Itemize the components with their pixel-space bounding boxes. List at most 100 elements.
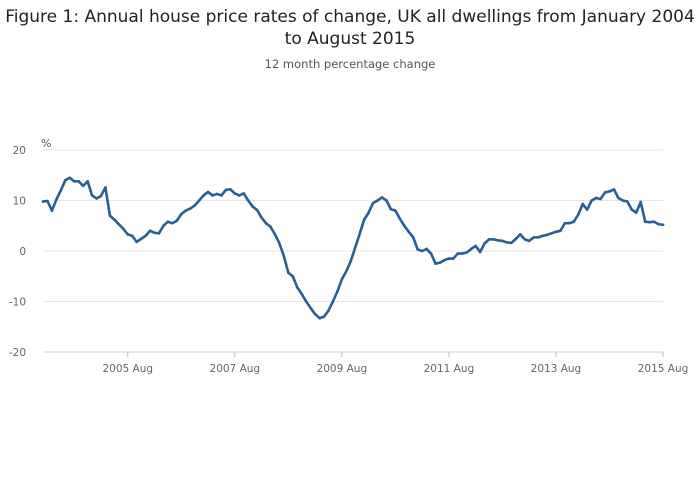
data-point[interactable]	[510, 241, 513, 245]
data-point[interactable]	[367, 211, 370, 214]
data-point[interactable]	[64, 179, 67, 182]
data-point[interactable]	[523, 238, 527, 241]
data-point[interactable]	[229, 188, 232, 191]
data-point[interactable]	[496, 239, 500, 242]
data-point[interactable]	[46, 199, 49, 203]
data-point[interactable]	[202, 194, 205, 197]
data-point[interactable]	[501, 239, 504, 243]
data-point[interactable]	[260, 216, 263, 219]
data-point[interactable]	[55, 198, 58, 201]
data-point[interactable]	[273, 233, 277, 236]
data-point[interactable]	[411, 236, 415, 239]
data-point[interactable]	[255, 208, 259, 212]
data-point[interactable]	[233, 192, 237, 195]
data-point[interactable]	[318, 316, 321, 320]
data-point[interactable]	[402, 224, 406, 228]
data-point[interactable]	[447, 257, 451, 260]
data-point[interactable]	[139, 237, 143, 241]
data-point[interactable]	[309, 306, 312, 310]
data-point[interactable]	[237, 194, 241, 197]
data-point[interactable]	[420, 249, 424, 253]
data-point[interactable]	[634, 211, 638, 214]
data-point[interactable]	[144, 234, 147, 238]
data-point[interactable]	[126, 233, 130, 236]
data-point[interactable]	[429, 252, 433, 255]
data-point[interactable]	[398, 217, 402, 220]
data-point[interactable]	[188, 207, 192, 210]
data-point[interactable]	[135, 240, 138, 244]
data-point[interactable]	[568, 221, 571, 225]
data-point[interactable]	[108, 214, 112, 217]
data-point[interactable]	[291, 274, 295, 278]
data-point[interactable]	[99, 194, 103, 198]
data-point[interactable]	[153, 231, 156, 235]
data-point[interactable]	[572, 220, 576, 224]
data-point[interactable]	[652, 220, 656, 224]
data-point[interactable]	[599, 197, 602, 201]
data-point[interactable]	[171, 221, 174, 225]
data-point[interactable]	[639, 200, 642, 204]
data-point[interactable]	[443, 258, 446, 262]
data-point[interactable]	[300, 292, 304, 296]
data-point[interactable]	[608, 190, 611, 193]
data-point[interactable]	[657, 222, 660, 226]
data-point[interactable]	[380, 196, 384, 199]
data-point[interactable]	[59, 189, 63, 192]
data-point[interactable]	[340, 277, 344, 281]
data-point[interactable]	[77, 180, 80, 183]
data-point[interactable]	[585, 208, 589, 211]
data-point[interactable]	[371, 201, 375, 205]
data-point[interactable]	[550, 232, 553, 235]
data-point[interactable]	[407, 230, 411, 234]
data-point[interactable]	[282, 254, 286, 258]
data-point[interactable]	[179, 212, 183, 216]
data-point[interactable]	[90, 194, 94, 197]
data-point[interactable]	[536, 236, 540, 239]
data-point[interactable]	[643, 220, 647, 224]
data-point[interactable]	[117, 222, 121, 226]
data-point[interactable]	[72, 180, 76, 183]
data-point[interactable]	[331, 300, 335, 303]
data-point[interactable]	[193, 204, 196, 207]
data-point[interactable]	[246, 199, 250, 202]
data-point[interactable]	[68, 176, 72, 180]
data-point[interactable]	[313, 312, 317, 316]
data-point[interactable]	[438, 261, 442, 264]
data-point[interactable]	[394, 209, 397, 212]
data-point[interactable]	[95, 197, 98, 200]
data-point[interactable]	[527, 239, 531, 243]
data-point[interactable]	[220, 194, 223, 197]
data-point[interactable]	[104, 186, 107, 189]
data-point[interactable]	[617, 196, 620, 200]
data-point[interactable]	[353, 246, 357, 249]
data-point[interactable]	[385, 199, 388, 202]
data-point[interactable]	[197, 199, 201, 202]
data-point[interactable]	[648, 220, 651, 224]
data-point[interactable]	[175, 219, 179, 222]
data-point[interactable]	[86, 180, 89, 183]
data-point[interactable]	[483, 242, 486, 245]
data-point[interactable]	[121, 227, 125, 231]
data-point[interactable]	[594, 196, 598, 200]
data-point[interactable]	[148, 229, 152, 233]
data-point[interactable]	[465, 251, 469, 254]
data-point[interactable]	[630, 208, 634, 211]
data-point[interactable]	[456, 252, 460, 255]
data-point[interactable]	[157, 232, 161, 235]
data-point[interactable]	[469, 247, 473, 251]
data-point[interactable]	[492, 238, 495, 241]
data-point[interactable]	[425, 247, 428, 251]
data-point[interactable]	[452, 257, 455, 260]
data-point[interactable]	[590, 199, 593, 202]
data-point[interactable]	[487, 238, 491, 241]
data-point[interactable]	[563, 221, 567, 225]
data-point[interactable]	[518, 233, 522, 236]
data-point[interactable]	[264, 221, 268, 225]
data-point[interactable]	[661, 223, 665, 227]
data-point[interactable]	[612, 188, 616, 191]
data-point[interactable]	[304, 300, 308, 303]
data-point[interactable]	[206, 190, 210, 194]
data-point[interactable]	[349, 259, 353, 263]
data-point[interactable]	[532, 236, 535, 239]
data-point[interactable]	[621, 199, 625, 202]
